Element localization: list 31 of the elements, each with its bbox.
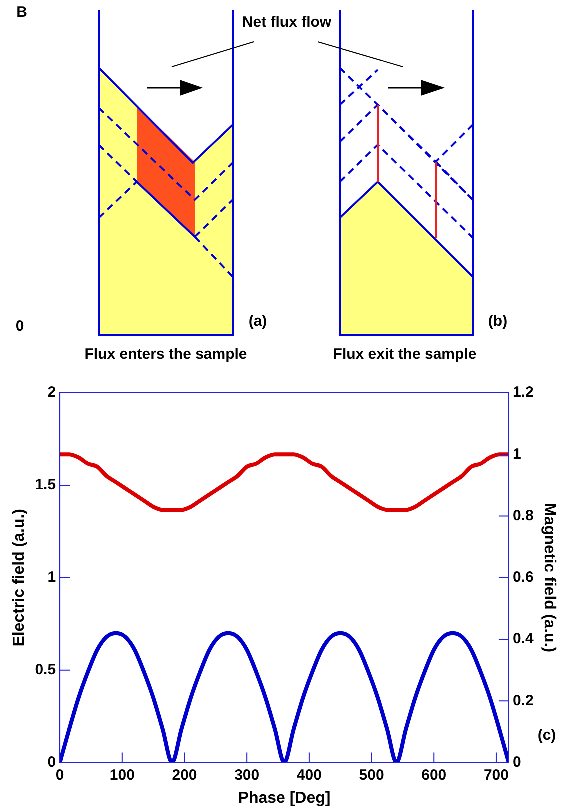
y-tick-label: 0.5	[35, 661, 56, 678]
y2-tick-label: 0	[512, 754, 522, 771]
text: Flux enters the sample	[84, 346, 248, 363]
y2-tick-label: 1.2	[512, 384, 534, 402]
y2-axis-title: Magnetic field (a.u.)	[540, 503, 558, 653]
x-tick-label: 100	[110, 766, 135, 784]
y-tick-label: 1.5	[35, 476, 56, 494]
text: Net flux flow	[241, 13, 333, 33]
x-tick-label: 300	[234, 766, 260, 784]
y-tick-label: 2	[48, 384, 56, 402]
text: (b)	[487, 313, 509, 330]
line-series	[60, 452, 509, 512]
y2-tick-label: 1	[512, 446, 522, 463]
y2-tick-label: 0.8	[512, 507, 534, 524]
x-tick-label: 600	[422, 766, 447, 784]
text: 0	[14, 318, 26, 335]
y2-tick-label: 0.4	[512, 630, 534, 648]
y2-tick-label: 0.6	[512, 569, 534, 586]
text: Flux exit the sample	[332, 346, 478, 363]
text: B	[16, 4, 28, 21]
x-axis-title: Phase [Deg]	[238, 790, 331, 807]
y-axis-title: Electric field (a.u.)	[11, 508, 28, 647]
y-tick-label: 1	[48, 569, 56, 586]
x-tick-label: 700	[484, 766, 509, 784]
y-tick-label: 0	[48, 754, 56, 771]
text: (a)	[248, 313, 268, 330]
x-tick-label: 200	[172, 766, 198, 784]
text: (c)	[536, 727, 558, 744]
x-tick-label: 400	[296, 766, 322, 784]
y2-tick-label: 0.2	[512, 692, 534, 710]
x-tick-label: 500	[359, 766, 384, 784]
